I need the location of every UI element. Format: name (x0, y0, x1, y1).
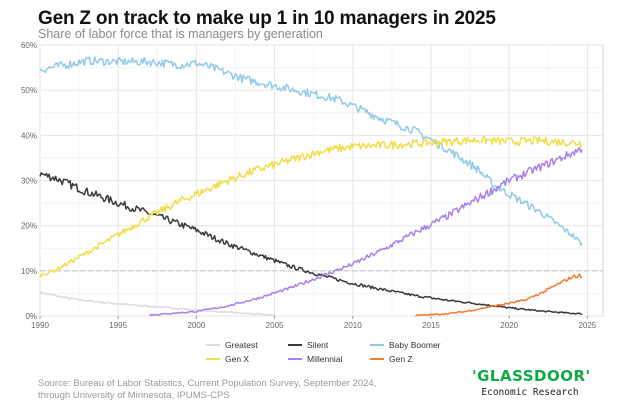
y-tick-label: 20% (21, 222, 37, 231)
x-tick-label: 1990 (31, 321, 49, 330)
x-tick-label: 1995 (109, 321, 127, 330)
legend-label-gen-x: Gen X (225, 354, 249, 364)
x-tick-label: 2000 (187, 321, 205, 330)
source-line-1: Source: Bureau of Labor Statistics, Curr… (38, 378, 377, 389)
y-tick-label: 40% (21, 131, 37, 140)
series-line-gen-z (415, 273, 583, 317)
x-tick-label: 2005 (266, 321, 284, 330)
brand-block: 'GLASSDOOR' Economic Research (472, 367, 591, 398)
chart-title: Gen Z on track to make up 1 in 10 manage… (38, 8, 496, 29)
x-tick-label: 2010 (344, 321, 362, 330)
glassdoor-logo: 'GLASSDOOR' (472, 367, 591, 385)
chart-subtitle: Share of labor force that is managers by… (38, 27, 323, 41)
series-line-millennial (149, 146, 583, 317)
y-tick-label: 0% (25, 312, 37, 321)
legend-label-silent: Silent (307, 340, 329, 350)
series-line-baby-boomer (39, 56, 583, 246)
source-line-2: through University of Minnesota, IPUMS-C… (38, 390, 230, 401)
logo-subtitle: Economic Research (481, 387, 579, 398)
legend-label-baby-boomer: Baby Boomer (389, 340, 441, 350)
y-tick-label: 50% (21, 86, 37, 95)
series-line-gen-x (39, 135, 583, 278)
y-tick-label: 60% (21, 41, 37, 50)
legend-label-greatest: Greatest (225, 340, 258, 350)
legend-label-millennial: Millennial (307, 354, 343, 364)
x-tick-label: 2015 (422, 321, 440, 330)
y-tick-label: 10% (21, 267, 37, 276)
x-tick-label: 2020 (500, 321, 518, 330)
x-tick-label: 2025 (578, 321, 596, 330)
legend-label-gen-z: Gen Z (389, 354, 413, 364)
series-line-greatest (39, 290, 275, 317)
source-note: Source: Bureau of Labor Statistics, Curr… (38, 378, 376, 402)
y-tick-label: 30% (21, 177, 37, 186)
